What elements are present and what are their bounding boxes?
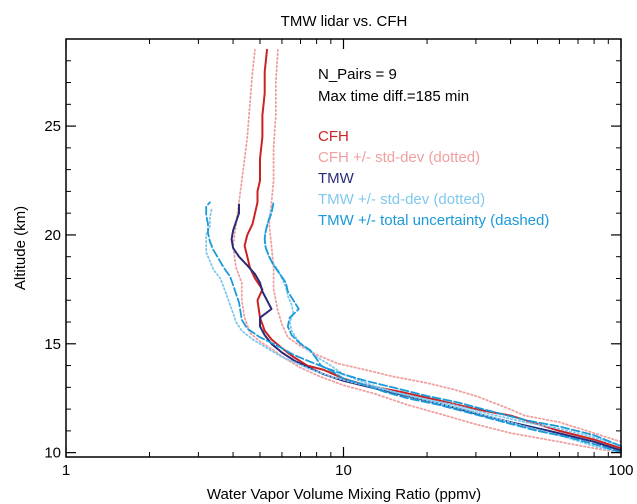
x-tick-label: 100 bbox=[608, 462, 633, 479]
legend-entry-tmw-total-uncertainty: TMW +/- total uncertainty (dashed) bbox=[318, 212, 549, 229]
legend: CFH CFH +/- std-dev (dotted) TMW TMW +/-… bbox=[318, 128, 549, 229]
y-tick-label: 10 bbox=[44, 445, 61, 462]
legend-entry-tmw: TMW bbox=[318, 170, 355, 187]
y-tick-label: 15 bbox=[44, 336, 61, 353]
annotation-n-pairs: N_Pairs = 9 bbox=[318, 66, 397, 83]
series-line-tmw-total-uncertainty bbox=[263, 201, 622, 454]
legend-entry-cfh: CFH bbox=[318, 128, 349, 145]
series-line-cfh bbox=[243, 48, 622, 450]
series-line-tmw-total-uncertainty bbox=[205, 201, 622, 447]
y-tick-label: 25 bbox=[44, 118, 61, 135]
x-tick-label: 1 bbox=[62, 462, 70, 479]
x-tick-label: 10 bbox=[335, 462, 352, 479]
y-axis-label: Altitude (km) bbox=[12, 206, 29, 290]
y-tick-label: 20 bbox=[44, 227, 61, 244]
chart-title: TMW lidar vs. CFH bbox=[281, 13, 408, 30]
annotation-max-time-diff: Max time diff.=185 min bbox=[318, 88, 469, 105]
series-line-cfh-std-dev bbox=[268, 49, 622, 443]
x-axis-label: Water Vapor Volume Mixing Ratio (ppmv) bbox=[207, 486, 481, 503]
series-line-cfh-std-dev bbox=[232, 49, 622, 454]
series-line-tmw-std-dev bbox=[205, 207, 622, 447]
series-line-tmw-std-dev bbox=[263, 207, 622, 454]
series-layer bbox=[205, 48, 622, 454]
annotation-block: N_Pairs = 9 Max time diff.=185 min bbox=[318, 66, 469, 105]
legend-entry-cfh-std-dev: CFH +/- std-dev (dotted) bbox=[318, 149, 480, 166]
legend-entry-tmw-std-dev: TMW +/- std-dev (dotted) bbox=[318, 191, 485, 208]
